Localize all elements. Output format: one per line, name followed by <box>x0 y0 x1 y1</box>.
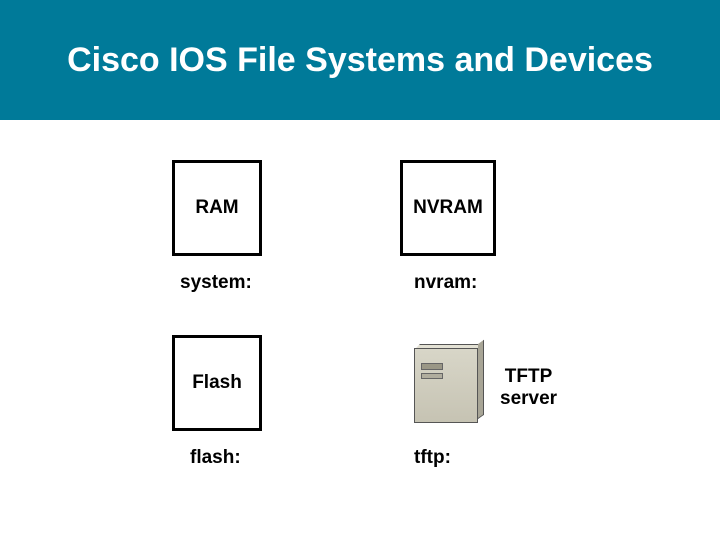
tftp-server-icon <box>414 340 484 425</box>
nvram-box-label: NVRAM <box>413 197 483 219</box>
ram-box: RAM <box>172 160 262 256</box>
nvram-fs-label: nvram: <box>414 272 477 294</box>
title-bar: Cisco IOS File Systems and Devices <box>0 0 720 120</box>
flash-box-label: Flash <box>192 372 242 394</box>
tftp-server-label: TFTP server <box>500 366 557 410</box>
tftp-server-label-line2: server <box>500 388 557 409</box>
flash-box: Flash <box>172 335 262 431</box>
tftp-fs-label: tftp: <box>414 447 451 469</box>
page-title: Cisco IOS File Systems and Devices <box>67 38 653 82</box>
ram-box-label: RAM <box>195 197 238 219</box>
diagram-area: RAM NVRAM system: nvram: Flash TFTP serv… <box>0 120 720 540</box>
system-fs-label: system: <box>180 272 252 294</box>
flash-fs-label: flash: <box>190 447 241 469</box>
nvram-box: NVRAM <box>400 160 496 256</box>
tftp-server-label-line1: TFTP <box>505 366 553 387</box>
